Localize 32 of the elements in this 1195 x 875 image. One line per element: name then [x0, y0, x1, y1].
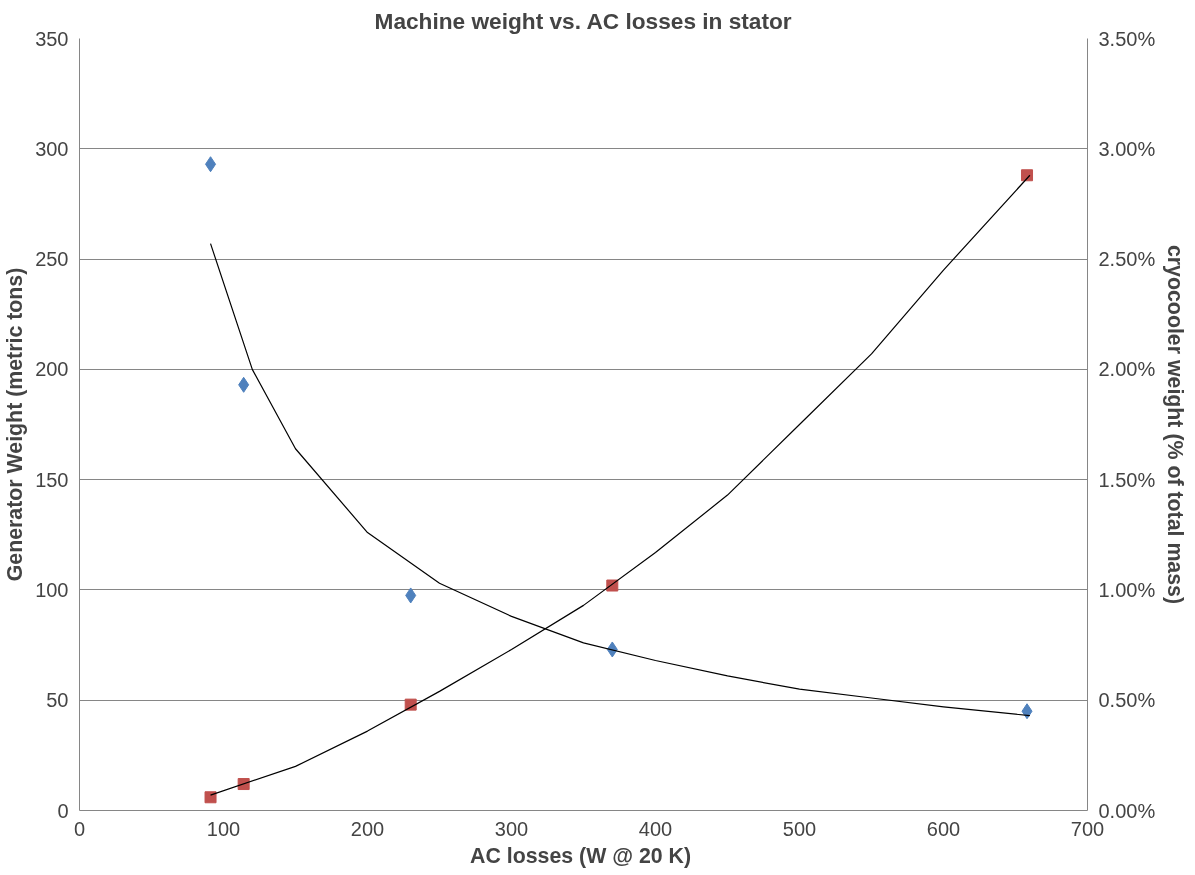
y-tick-label: 300 [35, 137, 69, 160]
point [1021, 703, 1033, 720]
y-tick-label: 50 [46, 689, 69, 712]
y2-tick-label: 3.50% [1098, 27, 1156, 50]
y-tick-label: 0 [57, 799, 69, 822]
y2-tick-label: 1.50% [1098, 468, 1156, 491]
chart-title: Machine weight vs. AC losses in stator [374, 7, 792, 34]
y-tick-label: 100 [35, 578, 69, 601]
point [238, 376, 250, 393]
y2-axis-title: cryocooler weight (% of total mass) [1163, 244, 1188, 605]
y2-tick-label: 2.00% [1098, 358, 1156, 381]
y2-tick-label: 1.00% [1098, 578, 1156, 601]
y2-tick-label: 2.50% [1098, 248, 1156, 271]
x-tick-label: 600 [926, 817, 961, 840]
y2-tick-label: 0.50% [1098, 689, 1156, 712]
x-tick-label: 100 [206, 817, 241, 840]
x-tick-label: 300 [494, 817, 529, 840]
x-tick-label: 400 [638, 817, 673, 840]
x-tick-label: 200 [350, 817, 385, 840]
point [204, 791, 217, 804]
x-tick-label: 500 [782, 817, 817, 840]
y-tick-label: 250 [35, 248, 69, 271]
y-tick-label: 150 [35, 468, 69, 491]
y-tick-label: 200 [35, 358, 69, 381]
point [405, 587, 417, 604]
point [205, 156, 217, 173]
point [1021, 169, 1034, 182]
y-axis-title: Generator Weight (metric tons) [3, 267, 28, 582]
y-tick-label: 350 [35, 27, 69, 50]
x-axis-title: AC losses (W @ 20 K) [469, 843, 692, 868]
x-tick-label: 0 [73, 817, 86, 840]
y2-tick-label: 3.00% [1098, 137, 1156, 160]
